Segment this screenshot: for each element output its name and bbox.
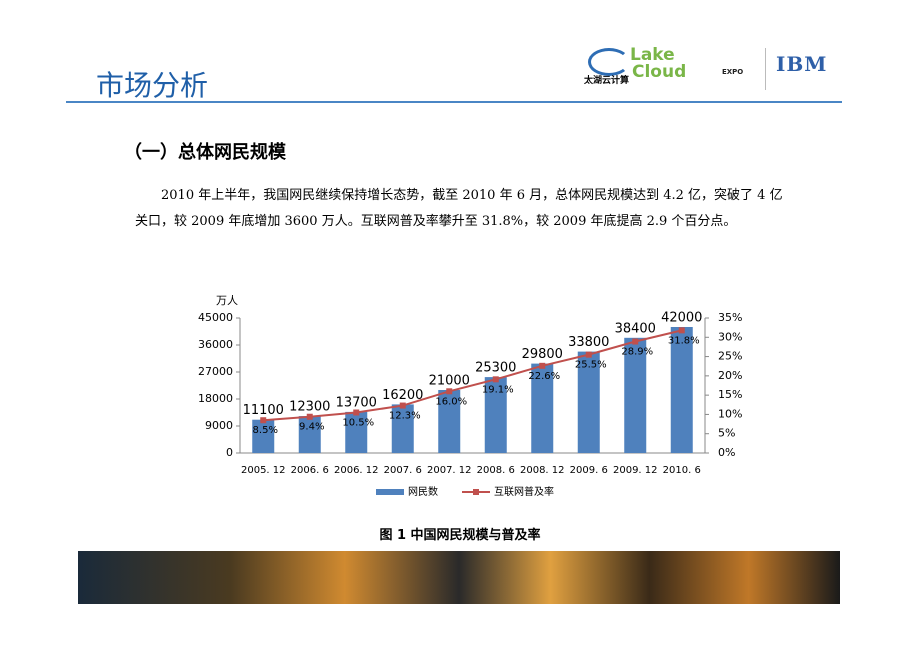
y2-tick-label: 30% <box>718 330 742 343</box>
bar <box>391 404 414 453</box>
data-label: 16.0% <box>435 396 467 407</box>
data-label: 16200 <box>382 388 423 403</box>
paragraph: 2010 年上半年，我国网民继续保持增长态势，截至 2010 年 6 月，总体网… <box>135 188 783 229</box>
x-tick-label: 2010. 6 <box>663 465 701 476</box>
caption: 图 1 中国网民规模与普及率 <box>379 528 541 543</box>
data-label: 10.5% <box>342 418 374 429</box>
legend-swatch <box>473 489 479 495</box>
point <box>446 388 453 395</box>
data-label: 31.8% <box>668 335 700 346</box>
x-tick-label: 2008. 12 <box>520 465 565 476</box>
x-tick-label: 2007. 6 <box>384 465 422 476</box>
y-axis-label: 万人 <box>216 294 238 307</box>
y2-tick-label: 5% <box>718 427 735 440</box>
x-tick-label: 2008. 6 <box>477 465 515 476</box>
bar <box>531 363 554 453</box>
data-label: 28.9% <box>621 347 653 358</box>
data-label: 12.3% <box>389 411 421 422</box>
y-tick-label: 36000 <box>198 338 233 351</box>
data-label: 38400 <box>615 321 656 336</box>
y2-tick-label: 0% <box>718 446 735 459</box>
y2-tick-label: 25% <box>718 350 742 363</box>
logo-mark <box>588 48 630 76</box>
bar <box>345 411 368 453</box>
point <box>632 338 639 345</box>
data-label: 11100 <box>243 403 284 418</box>
y-tick-label: 27000 <box>198 365 233 378</box>
point <box>678 327 685 334</box>
bar <box>438 390 461 453</box>
data-label: 21000 <box>429 374 470 389</box>
x-tick-label: 2009. 12 <box>613 465 658 476</box>
y-tick-label: 18000 <box>198 392 233 405</box>
bar <box>624 337 647 453</box>
y2-tick-label: 20% <box>718 369 742 382</box>
data-label: 25300 <box>475 361 516 376</box>
point <box>353 409 360 416</box>
x-tick-label: 2006. 6 <box>291 465 329 476</box>
logo-text: EXPO <box>722 68 744 76</box>
data-label: 22.6% <box>528 371 560 382</box>
bar <box>670 327 693 453</box>
data-label: 19.1% <box>482 384 514 395</box>
point <box>585 351 592 358</box>
bar <box>252 419 275 453</box>
y2-tick-label: 35% <box>718 311 742 324</box>
logo-text: Lake <box>630 45 675 65</box>
data-label: 42000 <box>661 311 702 326</box>
x-tick-label: 2006. 12 <box>334 465 379 476</box>
y2-tick-label: 10% <box>718 407 742 420</box>
logo-text: IBM <box>776 52 828 76</box>
data-label: 9.4% <box>299 422 324 433</box>
point <box>399 402 406 409</box>
data-label: 25.5% <box>575 360 607 371</box>
title-rule <box>66 101 842 103</box>
data-label: 33800 <box>568 335 609 350</box>
data-label: 8.5% <box>253 425 278 436</box>
logo-text: 太湖云计算 <box>584 76 630 86</box>
section-heading: （一）总体网民规模 <box>124 142 286 163</box>
bar <box>484 377 507 453</box>
y-tick-label: 0 <box>226 446 233 459</box>
page-title: 市场分析 <box>96 69 209 102</box>
y2-tick-label: 15% <box>718 388 742 401</box>
legend-label: 互联网普及率 <box>494 485 554 498</box>
x-tick-label: 2007. 12 <box>427 465 472 476</box>
data-label: 13700 <box>336 395 377 410</box>
x-tick-label: 2005. 12 <box>241 465 286 476</box>
line <box>263 329 682 422</box>
logo-text: Cloud <box>632 62 687 82</box>
legend-swatch <box>376 489 404 495</box>
banner-image <box>78 551 840 604</box>
bar <box>577 351 600 453</box>
logo-divider <box>765 48 766 90</box>
legend-label: 网民数 <box>408 485 438 498</box>
x-tick-label: 2009. 6 <box>570 465 608 476</box>
y-tick-label: 45000 <box>198 311 233 324</box>
point <box>539 362 546 369</box>
y-tick-label: 9000 <box>205 419 233 432</box>
data-label: 29800 <box>522 347 563 362</box>
point <box>306 413 313 420</box>
point <box>260 417 267 424</box>
bar <box>298 416 321 453</box>
data-label: 12300 <box>289 400 330 415</box>
point <box>492 376 499 383</box>
